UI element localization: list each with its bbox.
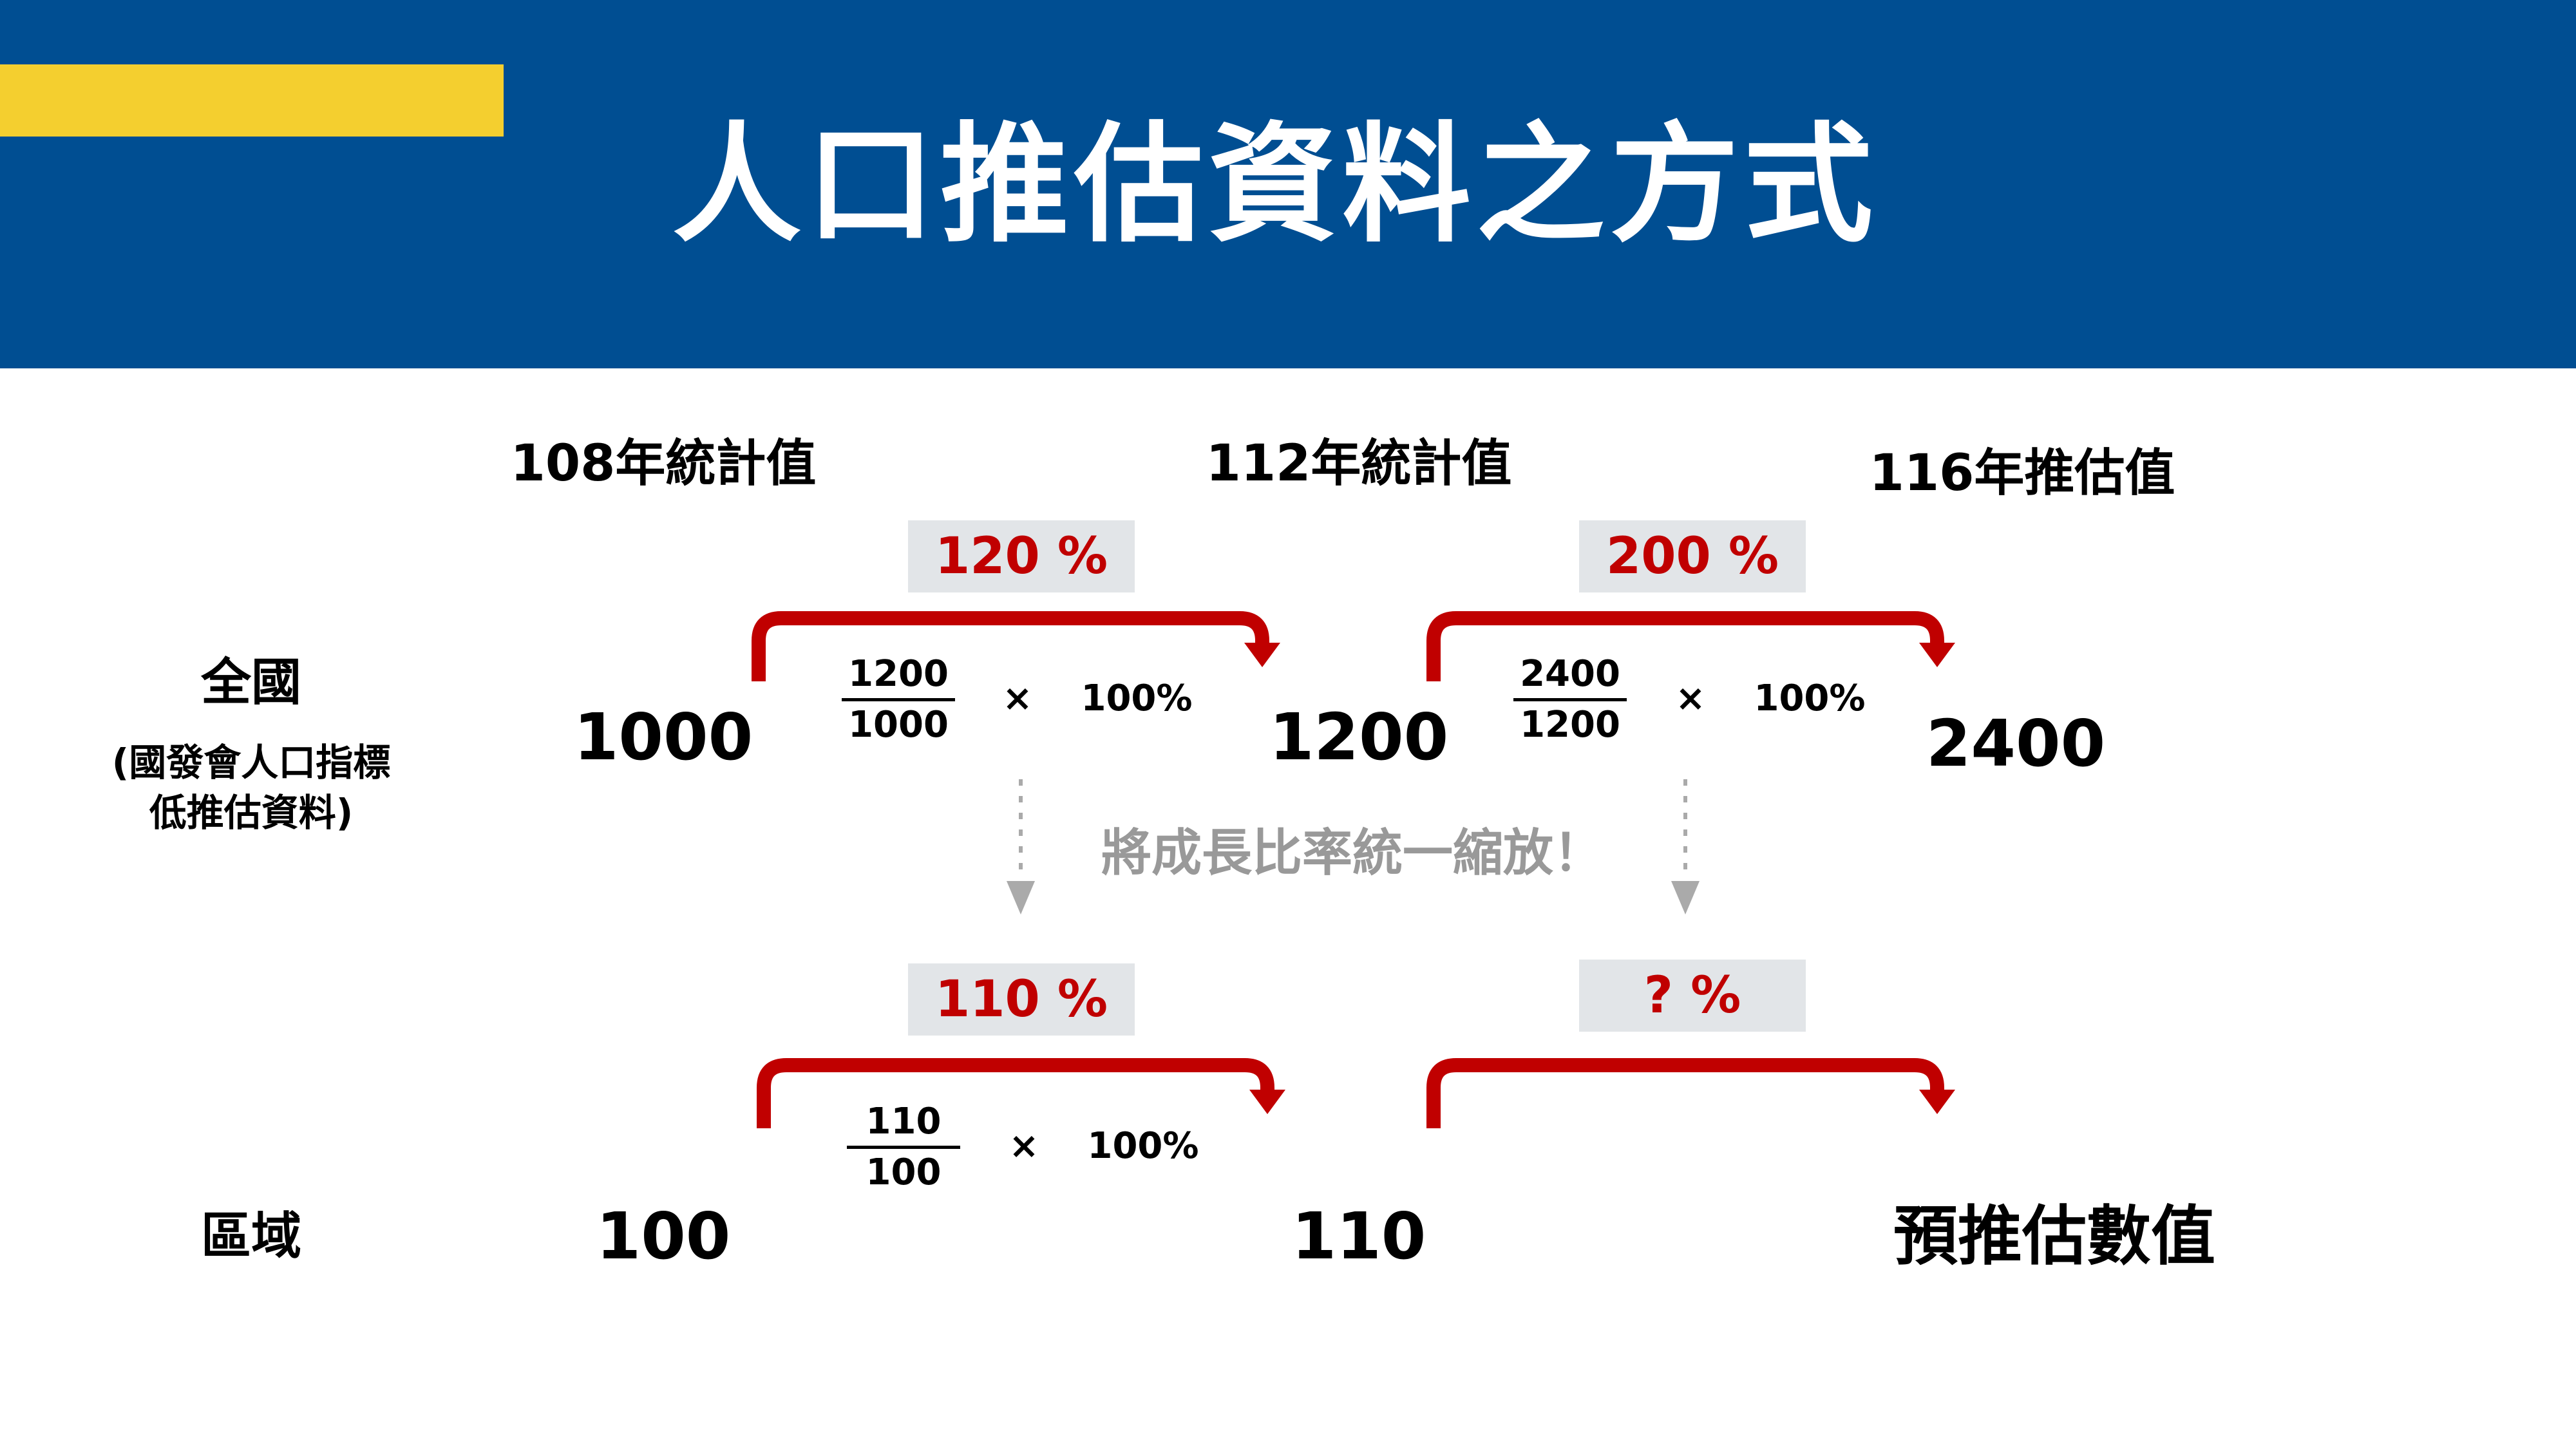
national-fraction-1: 1200 1000	[842, 650, 955, 749]
column-label-108: 108年統計值	[510, 435, 817, 493]
page-title: 人口推估資料之方式	[672, 110, 1878, 260]
regional-rate-1: 110 %	[908, 963, 1135, 1036]
regional-value-112: 110	[1291, 1198, 1426, 1274]
fraction-numerator: 1200	[848, 653, 949, 695]
regional-rate-2: ? %	[1579, 960, 1806, 1032]
national-arrow-2	[1426, 611, 1944, 681]
fraction-bar	[847, 1146, 960, 1149]
national-note-line2: 低推估資料)	[149, 791, 354, 835]
regional-value-116: 預推估數值	[1893, 1198, 2215, 1274]
regional-percent-1: 100%	[1087, 1125, 1199, 1167]
national-times-2: ×	[1675, 677, 1706, 719]
dotted-arrowhead-left	[1007, 881, 1035, 914]
national-times-1: ×	[1002, 677, 1033, 719]
national-rate-2: 200 %	[1579, 520, 1806, 592]
national-note-line1: (國發會人口指標	[111, 741, 391, 784]
fraction-bar	[842, 698, 955, 701]
row-label-national: 全國	[200, 654, 301, 712]
dotted-arrowhead-right	[1671, 881, 1700, 914]
regional-fraction-1: 110 100	[847, 1098, 960, 1197]
fraction-bar	[1513, 698, 1627, 701]
national-arrowhead-1	[1244, 643, 1280, 667]
fraction-denominator: 1200	[1520, 704, 1620, 746]
regional-arrowhead-1	[1249, 1090, 1285, 1114]
national-arrow-1	[752, 611, 1269, 681]
accent-bar	[0, 64, 504, 137]
column-label-112: 112年統計值	[1206, 435, 1512, 493]
fraction-denominator: 1000	[848, 704, 949, 746]
regional-arrow-2	[1426, 1058, 1944, 1128]
national-percent-2: 100%	[1754, 677, 1866, 719]
national-percent-1: 100%	[1081, 677, 1193, 719]
regional-value-108: 100	[596, 1198, 731, 1274]
row-label-regional: 區域	[200, 1208, 301, 1265]
header-banner	[0, 0, 2576, 368]
fraction-numerator: 110	[866, 1101, 942, 1142]
scaling-caption: 將成長比率統一縮放！	[1101, 824, 1604, 882]
national-value-112: 1200	[1269, 699, 1449, 775]
national-rate-1: 120 %	[908, 520, 1135, 592]
national-fraction-2: 2400 1200	[1513, 650, 1627, 749]
national-arrowhead-2	[1919, 643, 1955, 667]
fraction-numerator: 2400	[1520, 653, 1620, 695]
regional-arrow-1	[757, 1058, 1274, 1128]
fraction-denominator: 100	[866, 1151, 942, 1193]
column-label-116: 116年推估值	[1869, 444, 2175, 502]
regional-arrowhead-2	[1919, 1090, 1955, 1114]
national-value-108: 1000	[573, 699, 753, 775]
national-value-116: 2400	[1926, 706, 2106, 781]
regional-times-1: ×	[1009, 1125, 1039, 1167]
